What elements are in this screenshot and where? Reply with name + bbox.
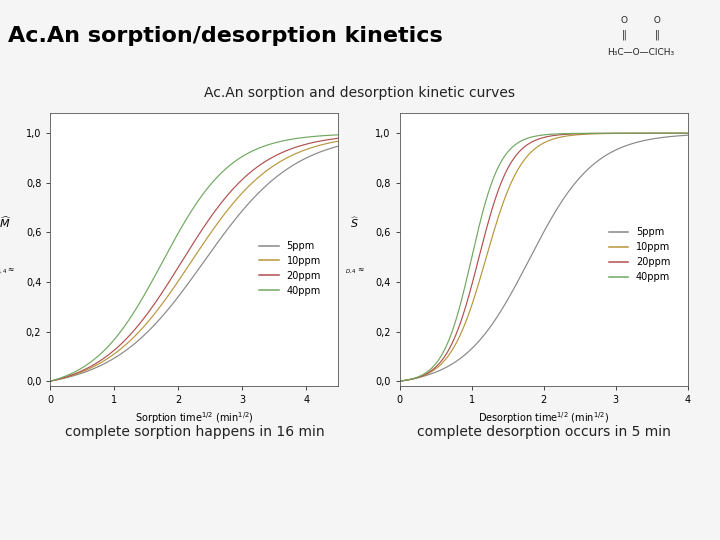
Legend: 5ppm, 10ppm, 20ppm, 40ppm: 5ppm, 10ppm, 20ppm, 40ppm xyxy=(256,237,325,299)
Text: Ac.An sorption/desorption kinetics: Ac.An sorption/desorption kinetics xyxy=(9,26,444,46)
Text: H₃C—O—ClCH₃: H₃C—O—ClCH₃ xyxy=(607,48,675,57)
Text: complete desorption occurs in 5 min: complete desorption occurs in 5 min xyxy=(417,425,670,439)
Text: $_{0,4}{\approx}$: $_{0,4}{\approx}$ xyxy=(0,267,15,276)
Text: O         O: O O xyxy=(621,16,661,25)
Text: $_{D,4}{\approx}$: $_{D,4}{\approx}$ xyxy=(345,267,365,276)
Text: ‖         ‖: ‖ ‖ xyxy=(622,30,660,40)
X-axis label: Desorption time$^{1/2}$ (min$^{1/2}$): Desorption time$^{1/2}$ (min$^{1/2}$) xyxy=(478,411,609,427)
Legend: 5ppm, 10ppm, 20ppm, 40ppm: 5ppm, 10ppm, 20ppm, 40ppm xyxy=(605,224,674,286)
Text: $\widehat{M}$: $\widehat{M}$ xyxy=(0,215,12,230)
Text: Ac.An sorption and desorption kinetic curves: Ac.An sorption and desorption kinetic cu… xyxy=(204,86,516,100)
X-axis label: Sorption time$^{1/2}$ (min$^{1/2}$): Sorption time$^{1/2}$ (min$^{1/2}$) xyxy=(135,411,253,427)
Text: $\widehat{S}$: $\widehat{S}$ xyxy=(350,215,360,230)
Text: complete sorption happens in 16 min: complete sorption happens in 16 min xyxy=(65,425,324,439)
